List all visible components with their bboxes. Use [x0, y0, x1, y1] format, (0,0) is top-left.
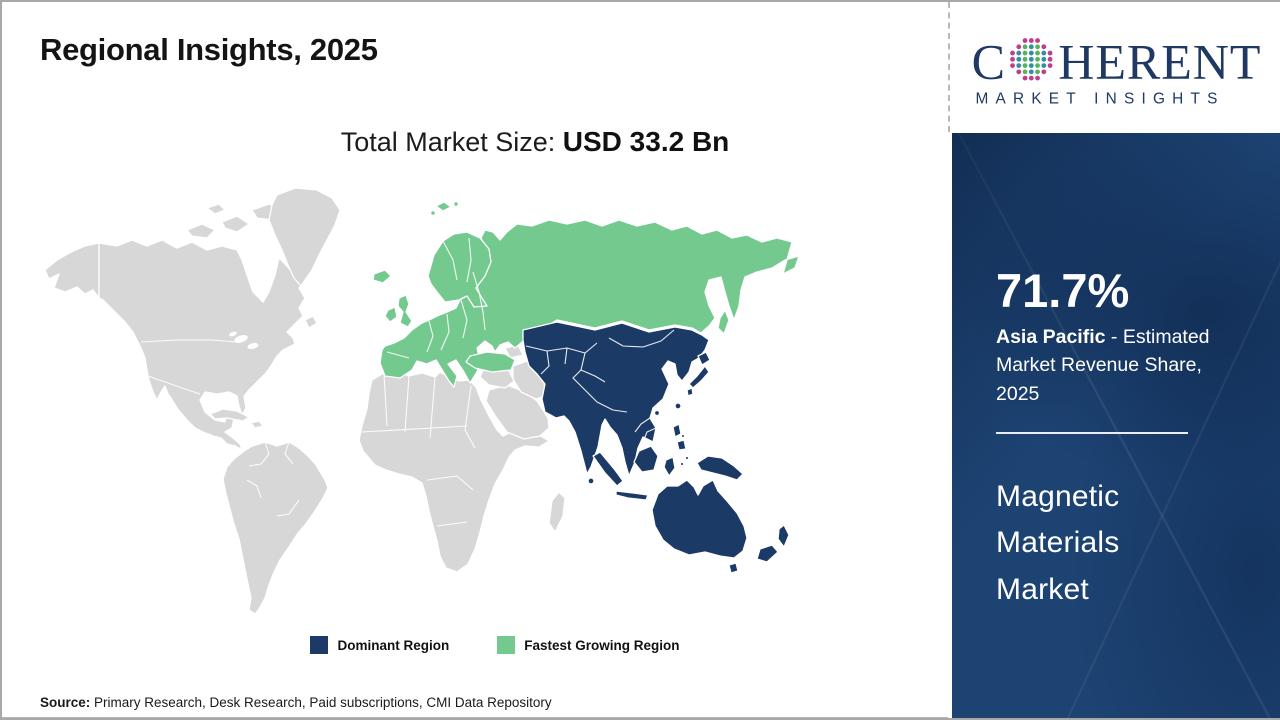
map-region-fastest-growing	[372, 200, 800, 388]
logo-tagline: MARKET INSIGHTS	[975, 90, 1224, 107]
dominant-region-label: Dominant Region	[337, 637, 450, 653]
highlight-panel: 71.7% Asia Pacific - Estimated Market Re…	[952, 133, 1280, 718]
map-legend: Dominant Region Fastest Growing Region	[2, 636, 948, 654]
bottom-divider	[2, 717, 948, 718]
header-dashed-divider	[948, 2, 950, 132]
page-title: Regional Insights, 2025	[40, 32, 378, 67]
market-share-region: Asia Pacific	[996, 326, 1106, 348]
world-map	[37, 180, 907, 622]
total-market-size-value: USD 33.2 Bn	[562, 126, 730, 157]
market-share-desc-text: - Estimated Market Revenue Share, 2025	[996, 326, 1210, 405]
panel-divider	[996, 431, 1188, 434]
market-share-value: 71.7%	[996, 264, 1130, 317]
logo-letter-c: C	[972, 33, 1005, 89]
legend-item-dominant: Dominant Region	[310, 636, 449, 654]
company-logo: C HERENT MARKET INSIGHTS	[952, 2, 1280, 133]
logo-globe-icon	[1010, 37, 1053, 81]
legend-item-fastest: Fastest Growing Region	[497, 636, 680, 654]
highlight-panel-content: 71.7% Asia Pacific - Estimated Market Re…	[952, 133, 1280, 613]
logo-letters-herent: HERENT	[1058, 33, 1261, 89]
fastest-growing-region-label: Fastest Growing Region	[524, 637, 680, 653]
map-region-dominant	[522, 321, 790, 574]
map-region-other	[44, 187, 566, 615]
source-label: Source:	[40, 695, 91, 710]
coherent-logo-svg: C HERENT MARKET INSIGHTS	[972, 33, 1261, 107]
world-map-svg	[44, 187, 800, 615]
dominant-region-swatch	[310, 636, 329, 654]
source-line: Source: Primary Research, Desk Research,…	[40, 695, 552, 710]
total-market-size-label: Total Market Size:	[340, 127, 563, 157]
total-market-size: Total Market Size: USD 33.2 Bn	[2, 126, 948, 158]
market-share-description: Asia Pacific - Estimated Market Revenue …	[996, 323, 1241, 408]
fastest-growing-region-swatch	[497, 636, 516, 654]
market-name: Magnetic Materials Market	[996, 479, 1120, 606]
source-text: Primary Research, Desk Research, Paid su…	[90, 695, 552, 710]
map-internal-borders	[140, 237, 675, 527]
